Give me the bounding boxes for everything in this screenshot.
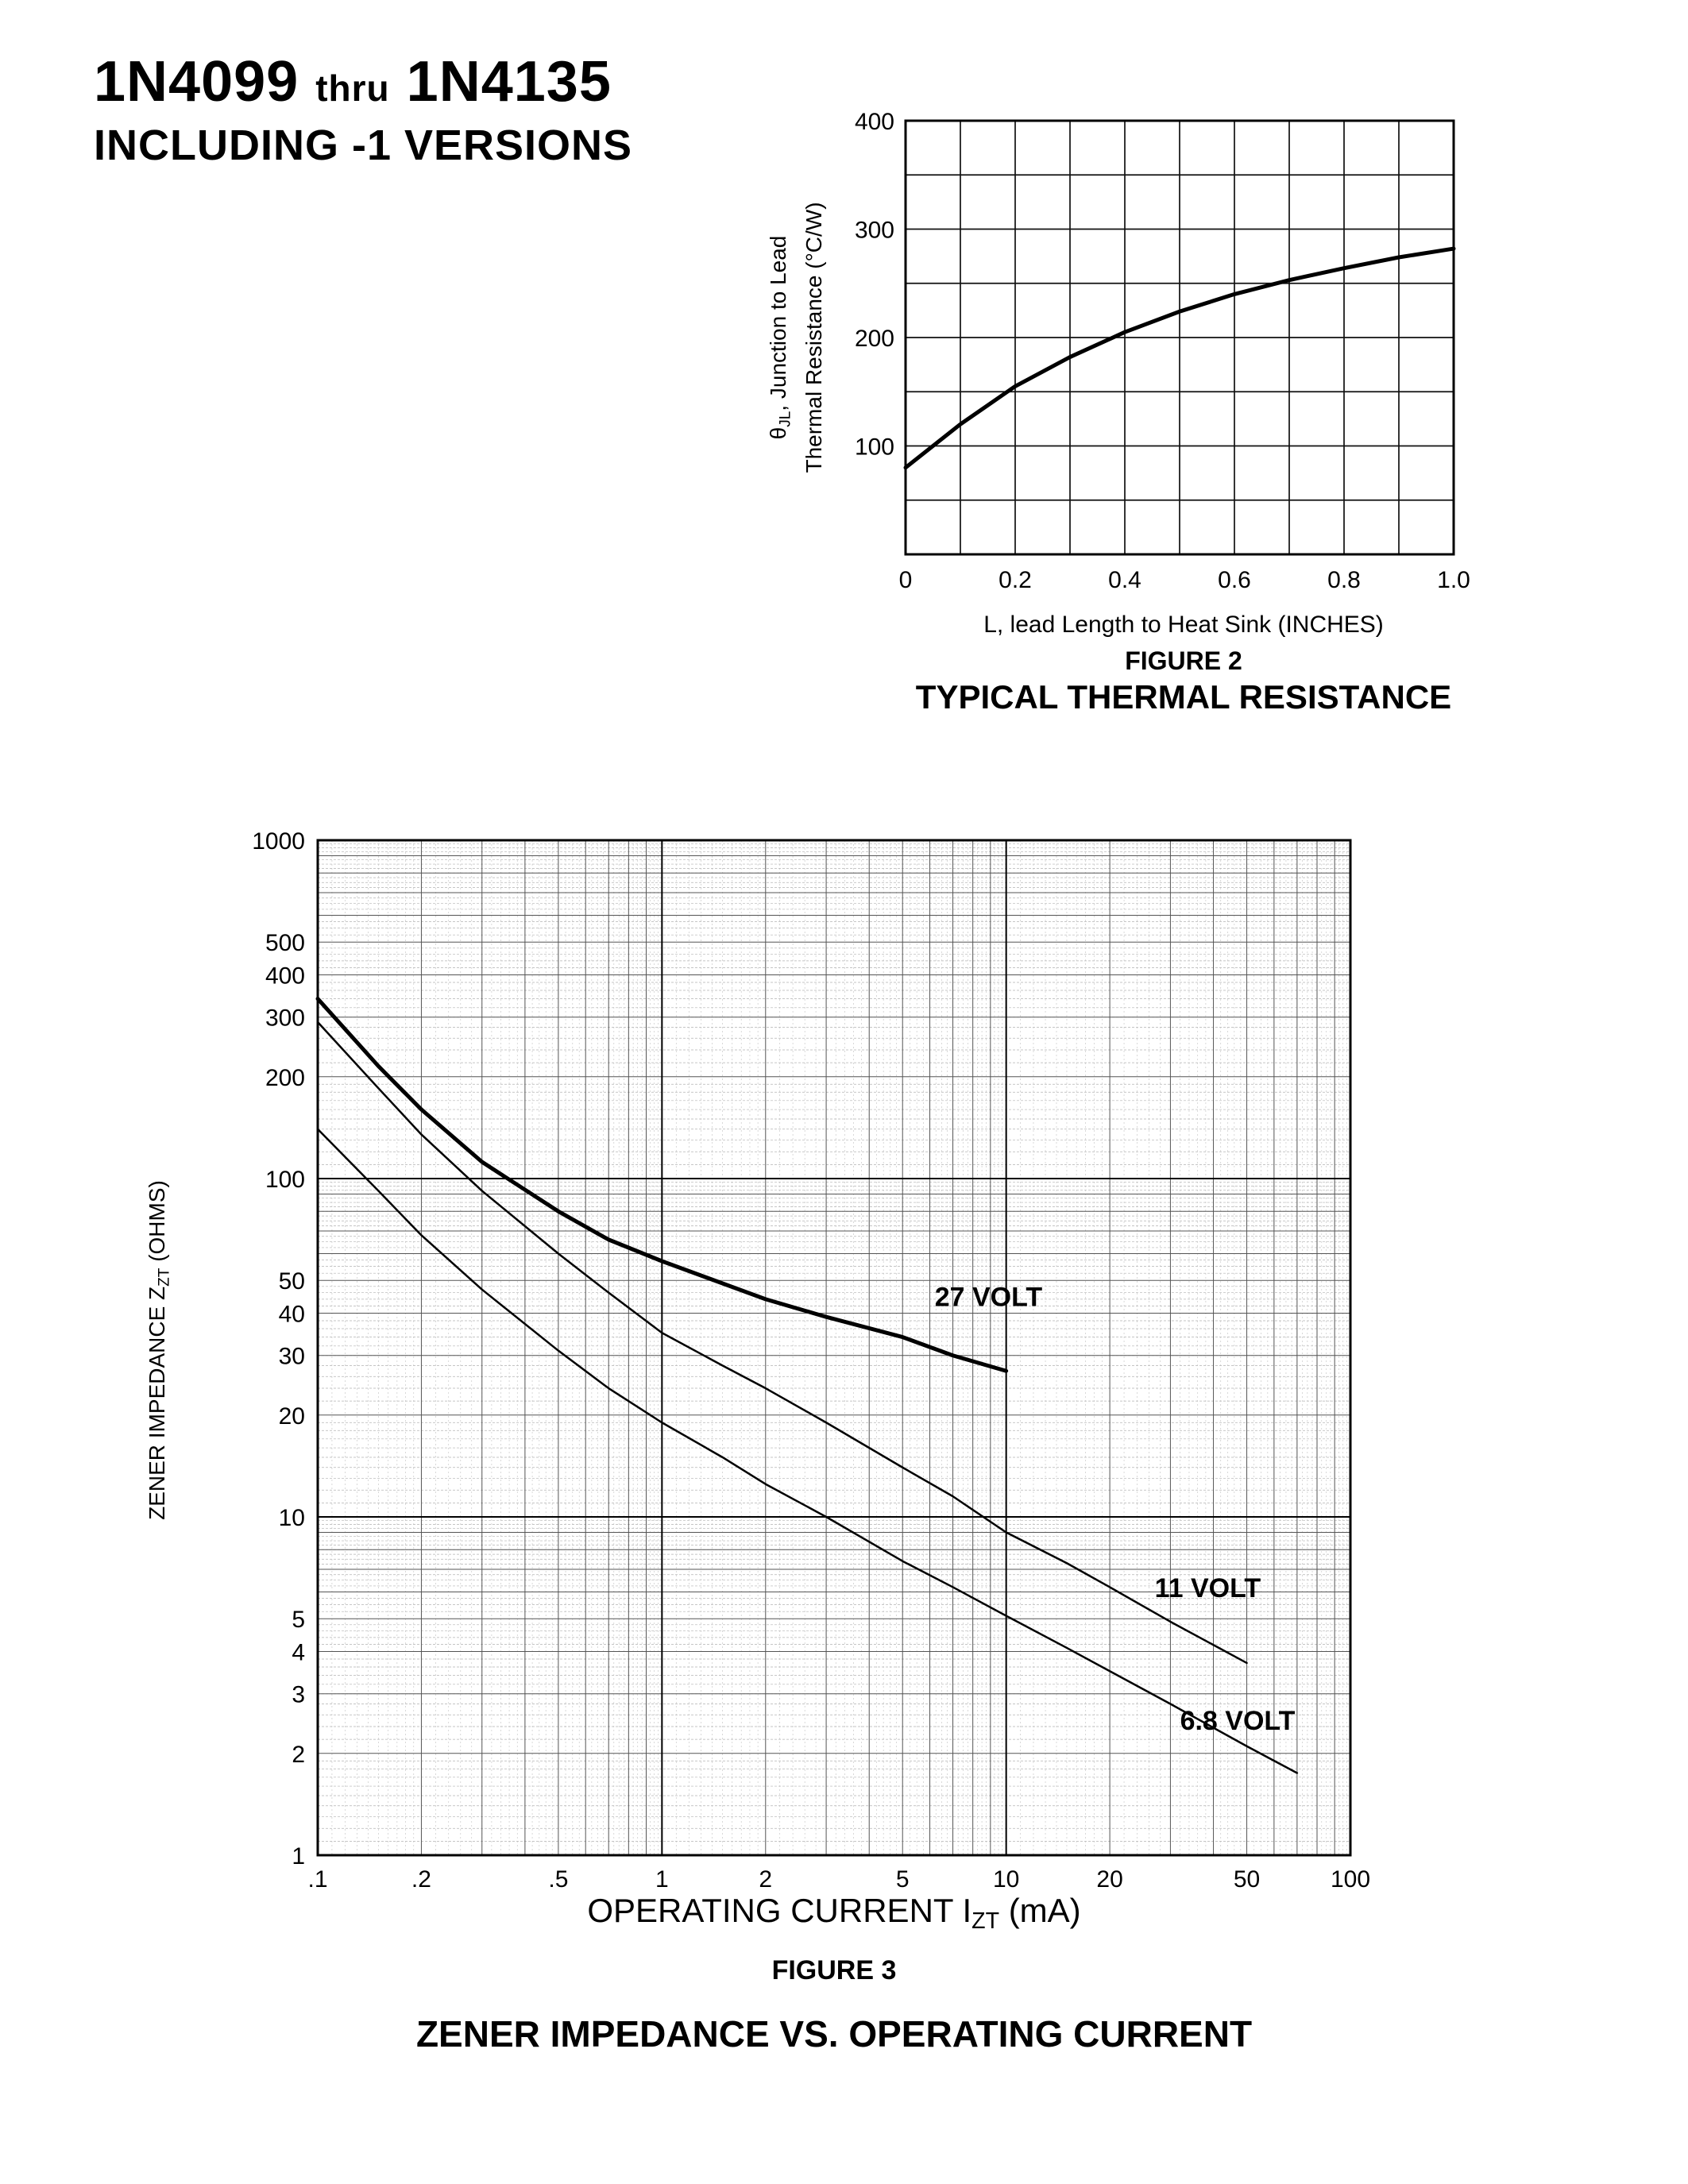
figure2-x-axis-label: L, lead Length to Heat Sink (INCHES) [983, 612, 1384, 638]
figure2-title: TYPICAL THERMAL RESISTANCE [915, 678, 1452, 716]
figure2-plot: 400 300 200 100 0 0.2 0.4 0.6 0.8 1.0 [855, 109, 1470, 593]
y-tick-label: 300 [855, 218, 894, 244]
curve-label-6-8-volt: 6.8 VOLT [1180, 1706, 1296, 1736]
x-tick-label: 0 [899, 567, 913, 593]
curve-27-volt [315, 997, 1009, 1373]
curve-6-8-volt [316, 1128, 1299, 1774]
y-tick-label: 10 [279, 1505, 305, 1531]
figure2-y-axis-label: θJL, Junction to Lead Thermal Resistance… [764, 91, 826, 584]
x-tick-label: 50 [1234, 1866, 1260, 1893]
y-tick-label: 200 [265, 1065, 305, 1091]
x-tick-label: 0.4 [1108, 567, 1141, 593]
label-part: ZENER IMPEDANCE Z [145, 1286, 169, 1520]
label-part: JL [777, 411, 794, 427]
y-tick-label: 30 [279, 1344, 305, 1370]
figure3-curves: 27 VOLT 11 VOLT 6.8 VOLT [315, 997, 1299, 1774]
y-tick-label: 40 [279, 1302, 305, 1328]
y-tick-label: 20 [279, 1403, 305, 1430]
label-part: Thermal Resistance (°C/W) [802, 202, 827, 473]
plot-border [904, 119, 1455, 556]
figure2-chart: 400 300 200 100 0 0.2 0.4 0.6 0.8 1.0 [826, 97, 1470, 605]
label-part: (OHMS) [145, 1180, 169, 1268]
page-title-part2: 1N4135 [406, 50, 612, 114]
label-part: ZT [971, 1908, 1000, 1934]
y-tick-label: 500 [265, 930, 305, 956]
y-tick-label: 400 [265, 963, 305, 990]
y-tick-label: 100 [265, 1167, 305, 1193]
x-tick-label: 0.6 [1218, 567, 1251, 593]
figure2-y-axis-label-line2: Thermal Resistance (°C/W) [800, 91, 829, 584]
x-tick-label: 0.8 [1327, 567, 1361, 593]
x-tick-label: 10 [993, 1866, 1019, 1893]
x-tick-label: 20 [1096, 1866, 1122, 1893]
y-tick-label: 3 [292, 1682, 305, 1708]
x-tick-label: 1.0 [1437, 567, 1470, 593]
figure3-tick-labels: 1000500400300200100504030201054321.1.2.5… [252, 828, 1370, 1893]
y-tick-label: 200 [855, 326, 894, 352]
page-title-part1: 1N4099 [94, 50, 299, 114]
plot-border [316, 839, 1352, 1857]
x-tick-label: .5 [548, 1866, 568, 1893]
y-tick-label: 1000 [252, 828, 305, 855]
label-part: , Junction to Lead [766, 235, 790, 411]
y-tick-label: 2 [292, 1742, 305, 1768]
label-part: ZT [156, 1268, 173, 1287]
label-part: θ [766, 426, 790, 440]
curve-label-27-volt: 27 VOLT [935, 1282, 1043, 1312]
y-tick-label: 300 [265, 1005, 305, 1032]
figure3-label: FIGURE 3 [771, 1955, 897, 1985]
figure2-tick-labels: 400 300 200 100 0 0.2 0.4 0.6 0.8 1.0 [855, 109, 1470, 593]
x-tick-label: .2 [411, 1866, 431, 1893]
y-tick-label: 4 [292, 1640, 305, 1666]
figure3-grid [317, 839, 1351, 1856]
curve-11-volt [316, 1021, 1248, 1665]
figure3-y-axis-label: ZENER IMPEDANCE ZZT (OHMS) [143, 993, 175, 1707]
figure3-x-axis-label: OPERATING CURRENT IZT (mA) [318, 1892, 1350, 1935]
y-tick-label: 400 [855, 109, 894, 135]
y-tick-label: 5 [292, 1607, 305, 1633]
figure2-label: FIGURE 2 [1125, 646, 1242, 675]
curve-thermal-resistance [903, 246, 1456, 470]
page-title: 1N4099 thru 1N4135 [94, 49, 612, 114]
y-tick-label: 50 [279, 1268, 305, 1295]
figure2-grid [905, 120, 1454, 555]
figure2-y-axis-label-line1: θJL, Junction to Lead [764, 91, 800, 584]
x-tick-label: 2 [759, 1866, 772, 1893]
page-title-thru: thru [315, 68, 390, 109]
x-tick-label: 0.2 [999, 567, 1032, 593]
label-part: OPERATING CURRENT I [587, 1892, 972, 1929]
x-tick-label: .1 [307, 1866, 327, 1893]
x-tick-label: 5 [896, 1866, 910, 1893]
figure3-chart: 27 VOLT 11 VOLT 6.8 VOLT 1000 500 400 300 200 10… [222, 810, 1462, 1922]
page-subtitle: INCLUDING -1 VERSIONS [94, 122, 633, 169]
y-tick-label: 1 [292, 1843, 305, 1870]
x-tick-label: 1 [655, 1866, 669, 1893]
label-part: (mA) [999, 1892, 1081, 1929]
curve-label-11-volt: 11 VOLT [1155, 1573, 1261, 1603]
y-tick-label: 100 [855, 434, 894, 461]
x-tick-label: 100 [1331, 1866, 1370, 1893]
figure3-title: ZENER IMPEDANCE VS. OPERATING CURRENT [415, 2013, 1253, 2055]
